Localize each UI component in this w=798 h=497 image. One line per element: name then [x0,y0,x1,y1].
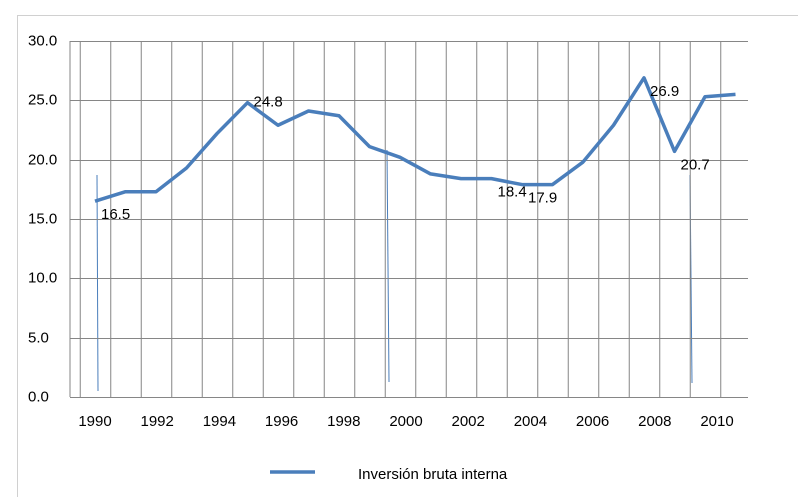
x-tick-label: 2002 [452,413,485,430]
x-tick-label: 2008 [638,413,671,430]
y-tick-label: 0.0 [28,388,49,405]
x-tick-label: 1992 [141,413,174,430]
x-tick-label: 1996 [265,413,298,430]
data-label: 16.5 [101,206,130,223]
data-label: 24.8 [254,94,283,111]
data-label: 26.9 [650,83,679,100]
y-tick-label: 15.0 [28,210,57,227]
chart-border [17,15,798,497]
y-tick-label: 30.0 [28,32,57,49]
x-tick-label: 2006 [576,413,609,430]
y-tick-label: 10.0 [28,269,57,286]
x-tick-label: 1998 [327,413,360,430]
legend-label: Inversión bruta interna [358,466,508,483]
drop-line [96,174,99,392]
series-line [94,76,736,203]
y-tick-label: 20.0 [28,151,57,168]
x-tick-label: 2004 [514,413,547,430]
x-tick-label: 2000 [389,413,422,430]
y-tick-label: 5.0 [28,329,49,346]
data-label: 18.4 [498,184,527,201]
drop-line [386,149,390,383]
x-tick-label: 2010 [700,413,733,430]
data-label: 17.9 [528,190,557,207]
data-label: 20.7 [681,156,710,173]
x-tick-label: 1990 [78,413,111,430]
x-tick-label: 1994 [203,413,236,430]
y-tick-label: 25.0 [28,91,57,108]
drop-lines [96,149,693,392]
